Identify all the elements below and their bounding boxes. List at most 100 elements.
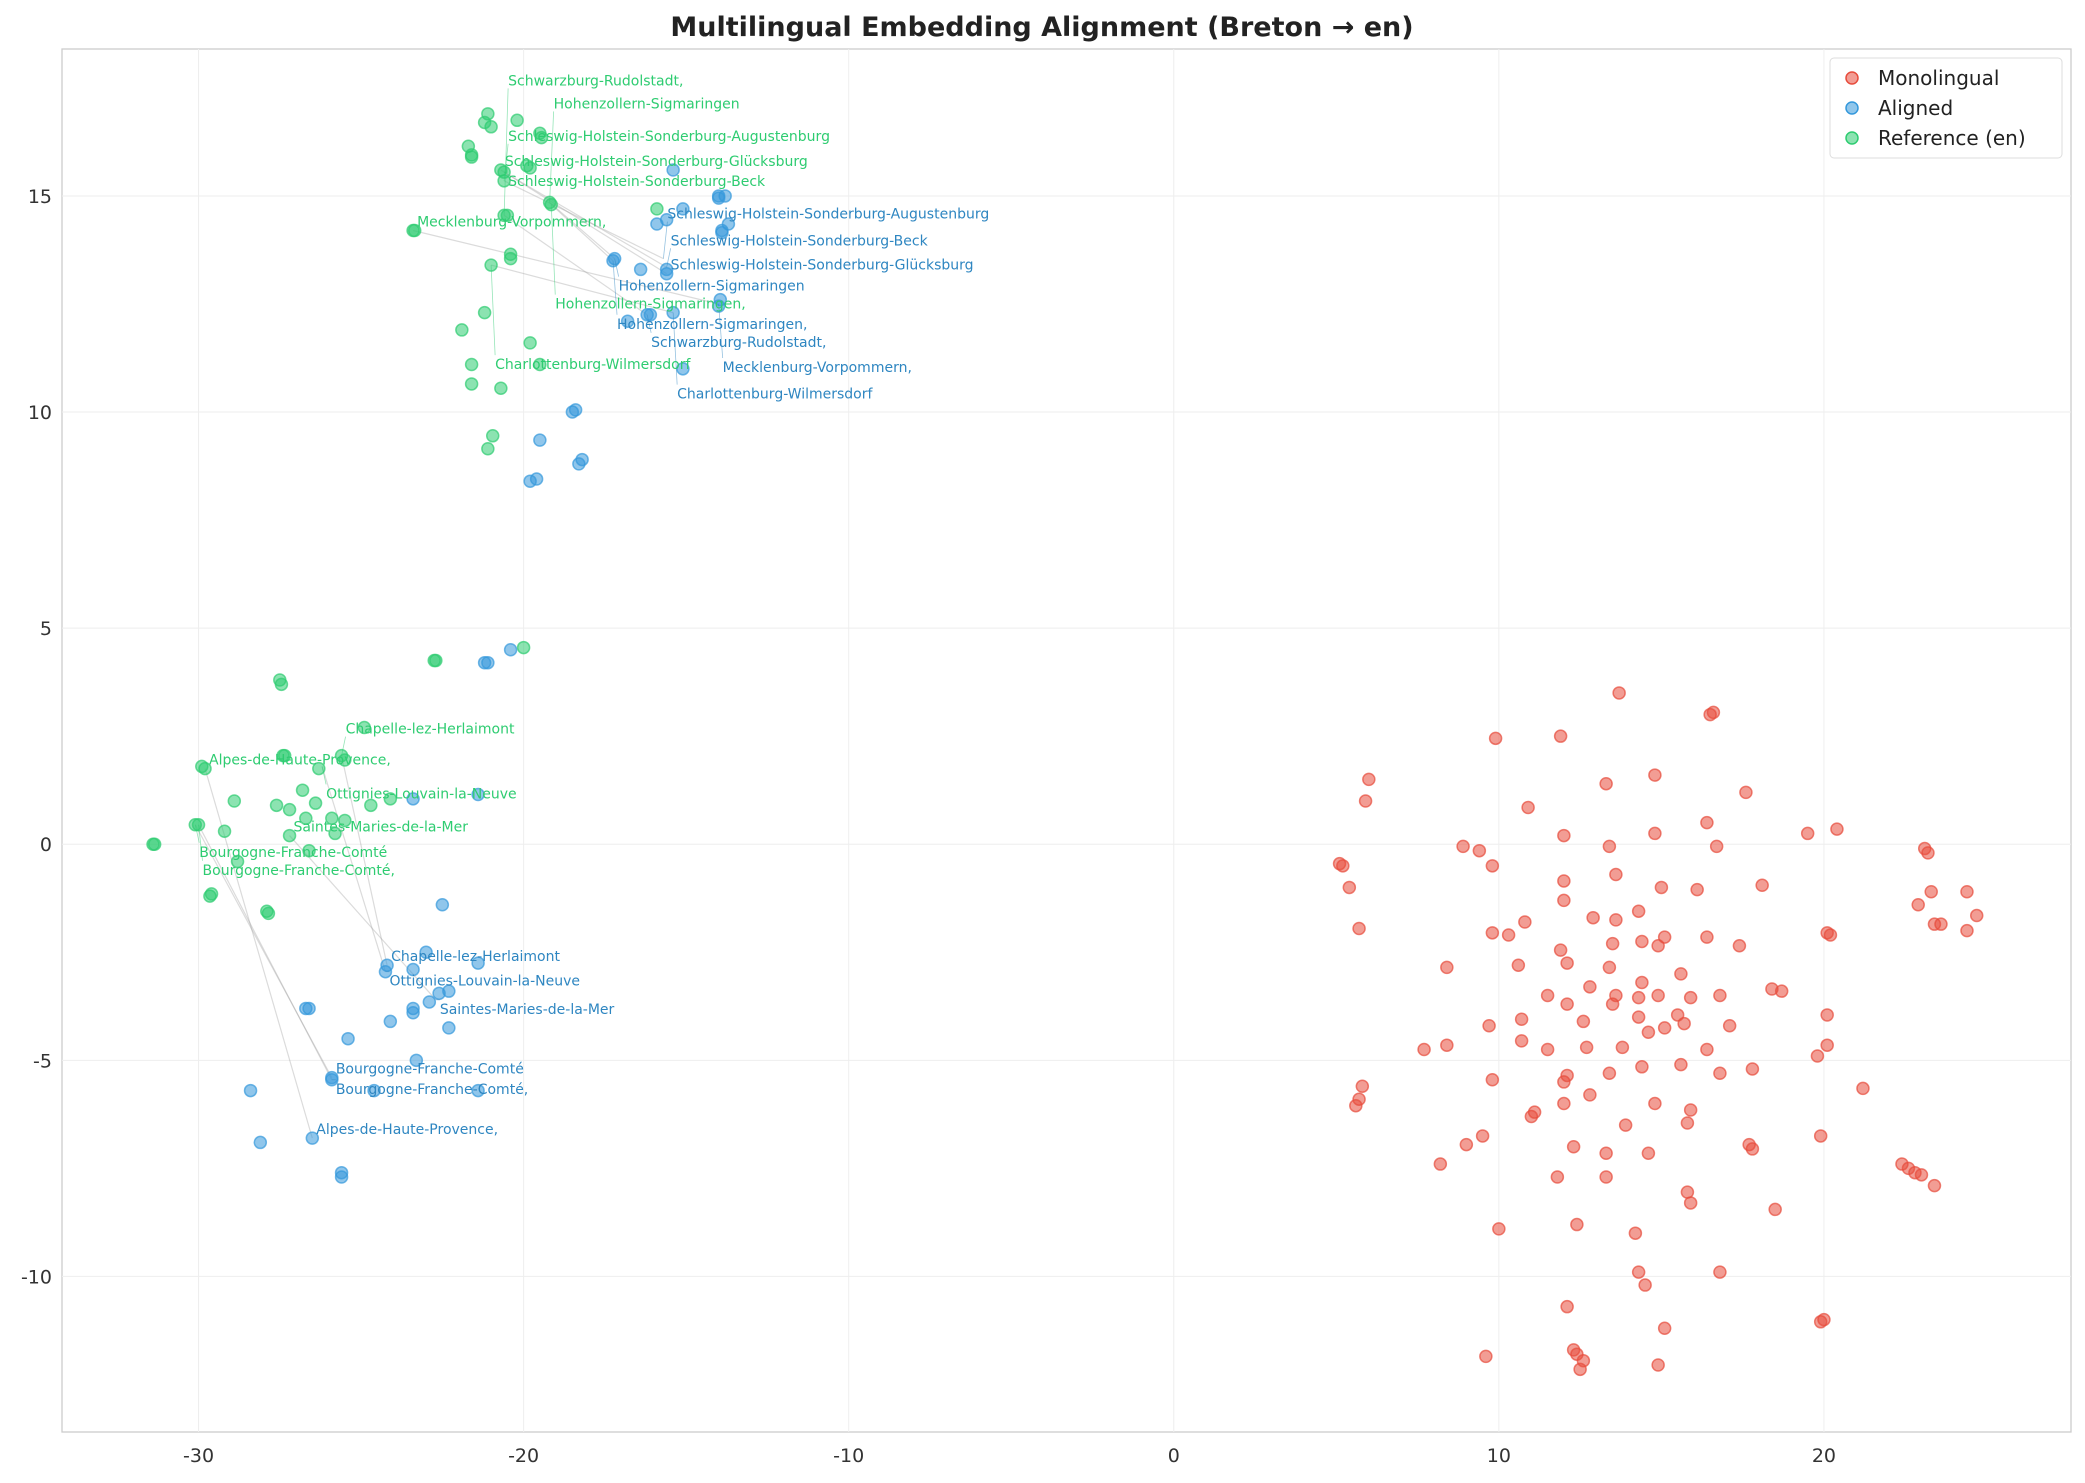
- label-leader-line: [718, 303, 724, 359]
- point-monolingual: [1651, 939, 1665, 953]
- alignment-line: [340, 755, 388, 966]
- aligned-label: Hohenzollern-Sigmaringen: [619, 279, 805, 295]
- y-tick-label: 10: [28, 402, 52, 424]
- point-aligned: [334, 1170, 349, 1184]
- y-tick-label: 0: [40, 834, 52, 856]
- point-reference-en: [455, 323, 469, 337]
- point-aligned: [435, 897, 450, 912]
- point-reference-en: [230, 854, 245, 869]
- point-monolingual: [1518, 915, 1532, 929]
- aligned-label: Alpes-de-Haute-Provence,: [316, 1122, 498, 1138]
- point-monolingual: [1583, 980, 1597, 994]
- point-monolingual: [1657, 1321, 1672, 1336]
- point-monolingual: [1609, 867, 1623, 882]
- point-monolingual: [1521, 800, 1535, 815]
- x-tick-label: -10: [833, 1445, 864, 1467]
- point-monolingual: [1709, 839, 1724, 854]
- point-monolingual: [1713, 1265, 1727, 1279]
- point-monolingual: [1602, 839, 1617, 854]
- reference-label: Charlottenburg-Wilmersdorf: [495, 357, 691, 373]
- point-reference-en: [533, 357, 547, 372]
- legend: Monolingual Aligned Reference (en): [1829, 57, 2063, 159]
- plot-area: [61, 48, 2072, 1433]
- point-monolingual: [1524, 1109, 1539, 1124]
- label-leader-line: [490, 265, 496, 356]
- point-reference-en: [427, 653, 441, 668]
- point-monolingual: [1612, 686, 1626, 700]
- point-reference-en: [338, 753, 352, 767]
- point-monolingual: [1560, 997, 1574, 1011]
- point-aligned: [471, 1083, 485, 1098]
- point-monolingual: [1583, 1088, 1597, 1102]
- point-reference-en: [516, 640, 531, 655]
- point-reference-en: [198, 761, 212, 776]
- aligned-label: Schwarzburg-Rudolstadt,: [651, 335, 826, 351]
- aligned-label: Mecklenburg-Vorpommern,: [723, 360, 912, 376]
- point-monolingual: [1485, 926, 1500, 940]
- point-aligned: [406, 1006, 420, 1020]
- point-monolingual: [1602, 960, 1617, 975]
- point-reference-en: [383, 792, 398, 806]
- point-aligned: [565, 405, 580, 419]
- point-monolingual: [1700, 930, 1714, 944]
- alignment-line: [500, 169, 667, 275]
- point-reference-en: [485, 429, 500, 443]
- reference-label: Ottignies-Louvain-la-Neuve: [326, 786, 517, 802]
- reference-label: Schleswig-Holstein-Sonderburg-Augustenbu…: [508, 129, 830, 145]
- point-monolingual: [1440, 1038, 1454, 1052]
- point-reference-en: [261, 906, 276, 921]
- point-monolingual: [1540, 988, 1555, 1003]
- point-monolingual: [1514, 1012, 1529, 1027]
- aligned-label: Schleswig-Holstein-Sonderburg-Beck: [671, 233, 929, 249]
- alignment-line: [503, 180, 664, 260]
- alignment-line: [490, 264, 674, 314]
- point-monolingual: [1475, 1129, 1490, 1143]
- point-aligned: [406, 962, 420, 977]
- point-monolingual: [1810, 1049, 1825, 1063]
- label-leader-line: [503, 88, 509, 216]
- point-reference-en: [364, 798, 378, 813]
- y-tick-label: -10: [21, 1266, 52, 1288]
- point-monolingual: [1579, 1040, 1594, 1055]
- point-aligned: [341, 1031, 355, 1046]
- point-aligned: [503, 642, 518, 657]
- label-leader-lines: [194, 88, 724, 1081]
- point-aligned: [442, 1021, 456, 1035]
- point-monolingual: [1657, 1021, 1672, 1035]
- point-monolingual: [1683, 1103, 1698, 1117]
- point-monolingual: [1745, 1062, 1760, 1076]
- point-monolingual: [1557, 828, 1571, 843]
- point-monolingual: [1511, 958, 1526, 972]
- point-aligned: [442, 984, 456, 998]
- point-monolingual: [1745, 1142, 1760, 1156]
- point-aligned: [711, 191, 726, 205]
- point-monolingual: [1514, 1034, 1529, 1048]
- aligned-label: Schleswig-Holstein-Sonderburg-Glücksburg: [671, 258, 974, 274]
- legend-marker: [1845, 101, 1859, 115]
- point-aligned: [523, 474, 537, 488]
- point-reference-en: [494, 381, 508, 396]
- aligned-label: Bourgogne-Franche-Comté,: [336, 1082, 528, 1098]
- chart-title: Multilingual Embedding Alignment (Breton…: [670, 12, 1413, 43]
- point-monolingual: [1706, 705, 1721, 720]
- reference-label: Schleswig-Holstein-Sonderburg-Glücksburg: [505, 154, 808, 170]
- point-aligned: [533, 433, 547, 447]
- point-monolingual: [1651, 1358, 1665, 1372]
- point-aligned: [481, 655, 495, 670]
- point-reference-en: [484, 120, 498, 134]
- point-monolingual: [1557, 874, 1571, 888]
- point-aligned: [659, 262, 674, 277]
- alignment-line: [503, 214, 648, 316]
- point-monolingual: [1553, 943, 1568, 957]
- point-monolingual: [1823, 928, 1838, 942]
- point-monolingual: [1553, 729, 1568, 743]
- point-monolingual: [1648, 768, 1662, 782]
- point-reference-en: [503, 251, 518, 266]
- reference-label: Alpes-de-Haute-Provence,: [209, 753, 391, 769]
- point-monolingual: [1755, 878, 1769, 893]
- reference-label: Bourgogne-Franche-Comté: [199, 845, 387, 861]
- point-monolingual: [1615, 1040, 1630, 1055]
- label-leader-line: [612, 260, 618, 315]
- legend-label: Aligned: [1878, 96, 1953, 120]
- point-reference-en: [510, 113, 524, 128]
